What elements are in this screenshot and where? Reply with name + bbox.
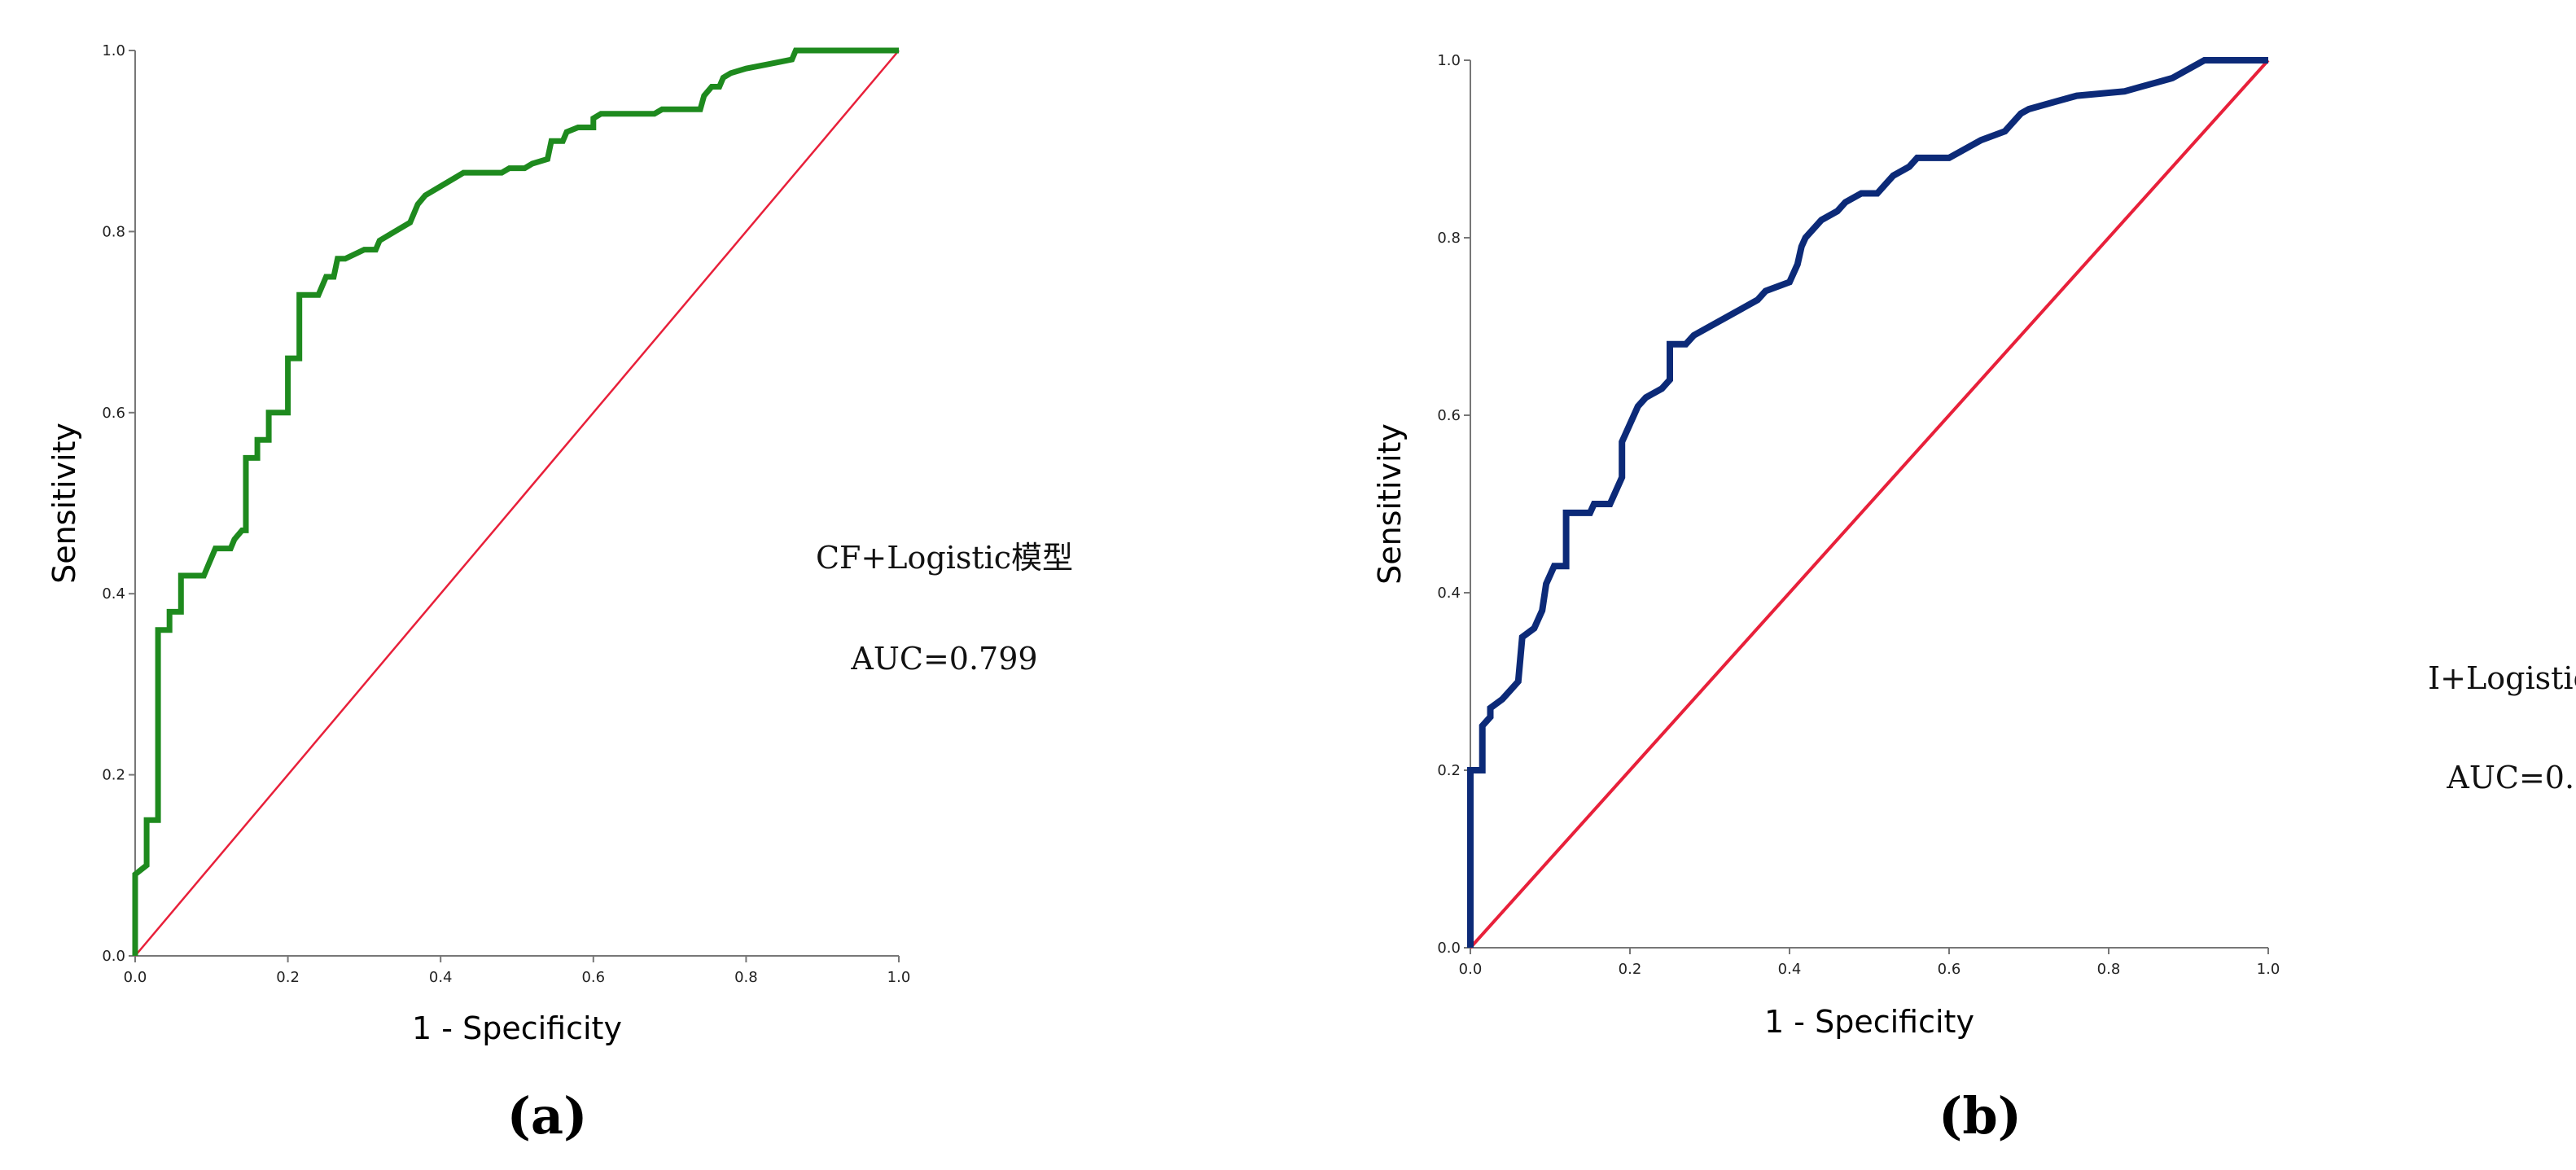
x-tick-label: 0.2 — [276, 969, 300, 986]
model-name-annotation: I+Logistic模型 — [2428, 660, 2576, 696]
y-tick-label: 0.0 — [1437, 940, 1461, 957]
x-tick-label: 0.0 — [1459, 961, 1483, 978]
x-tick-label: 0.0 — [124, 969, 147, 986]
y-tick-label: 1.0 — [1437, 52, 1461, 69]
panel-label: (b) — [1939, 1086, 2022, 1146]
y-tick-label: 0.6 — [1437, 407, 1461, 424]
reference-diagonal-line — [134, 50, 900, 957]
y-tick-label: 0.2 — [102, 767, 125, 784]
x-tick-label: 0.4 — [1778, 961, 1802, 978]
auc-annotation: AUC=0.772 — [2446, 760, 2576, 795]
auc-annotation: AUC=0.799 — [850, 641, 1037, 677]
y-tick-label: 0.6 — [102, 405, 125, 422]
reference-diagonal-line — [1469, 59, 2270, 949]
model-name-annotation: CF+Logistic模型 — [816, 540, 1073, 576]
y-tick-label: 1.0 — [102, 42, 125, 59]
x-axis-title: 1 - Specificity — [412, 1010, 622, 1046]
y-tick-label: 0.8 — [1437, 230, 1461, 247]
y-axis-title: Sensitivity — [1372, 423, 1408, 585]
x-tick-label: 0.8 — [734, 969, 758, 986]
y-tick-label: 0.4 — [102, 585, 125, 603]
x-tick-label: 1.0 — [2257, 961, 2280, 978]
x-tick-label: 1.0 — [887, 969, 911, 986]
roc-curve-line — [1467, 57, 2268, 948]
roc-curve-line — [132, 47, 899, 956]
panel-b: 0.0 0.2 0.4 0.6 0.8 1.0 0.0 0.2 0.4 0.6 0.8 1.0 1 - … — [1372, 52, 2576, 1146]
y-tick-label: 0.4 — [1437, 585, 1461, 602]
x-tick-label: 0.4 — [429, 969, 453, 986]
x-tick-label: 0.8 — [2097, 961, 2121, 978]
panel-a: 0.0 0.2 0.4 0.6 0.8 1.0 0.0 0.2 0.4 0.6 0.8 1.0 1 - … — [46, 42, 1073, 1146]
x-tick-label: 0.6 — [581, 969, 605, 986]
x-tick-label: 0.2 — [1619, 961, 1642, 978]
y-tick-label: 0.2 — [1437, 762, 1461, 779]
y-tick-label: 0.0 — [102, 948, 125, 965]
panel-label: (a) — [507, 1086, 588, 1146]
y-tick-label: 0.8 — [102, 223, 125, 240]
x-axis-title: 1 - Specificity — [1764, 1004, 1974, 1040]
x-tick-label: 0.6 — [1938, 961, 1961, 978]
y-axis-title: Sensitivity — [46, 423, 82, 584]
